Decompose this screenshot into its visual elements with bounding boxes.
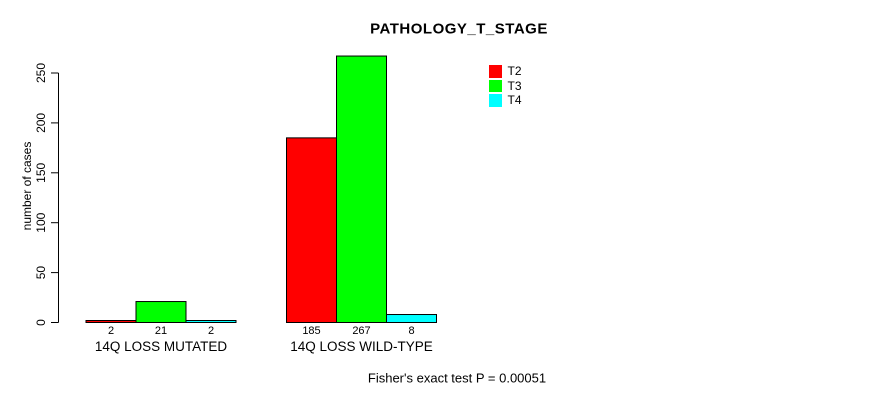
y-tick-label: 0 bbox=[34, 319, 48, 326]
legend-item-t3: T3 bbox=[489, 78, 522, 93]
bar-value-label: 8 bbox=[408, 325, 414, 337]
bar-t4-group1 bbox=[185, 320, 237, 323]
y-tick-label: 50 bbox=[34, 266, 48, 280]
y-tick-label: 200 bbox=[34, 113, 48, 133]
bar-t2-group2 bbox=[286, 137, 337, 323]
legend: T2 T3 T4 bbox=[489, 65, 522, 109]
bar-value-label: 185 bbox=[302, 325, 320, 337]
chart-title: PATHOLOGY_T_STAGE bbox=[370, 20, 548, 38]
y-axis-label: number of cases bbox=[20, 141, 34, 231]
category-label: 14Q LOSS WILD-TYPE bbox=[290, 339, 433, 354]
y-tick-label: 250 bbox=[34, 63, 48, 83]
legend-swatch-t4 bbox=[489, 94, 502, 107]
bar-value-label: 21 bbox=[155, 325, 167, 337]
bar-t3-group2 bbox=[336, 55, 387, 324]
bar-t3-group1 bbox=[135, 301, 187, 323]
bar-value-label: 2 bbox=[108, 325, 114, 337]
bar-t4-group2 bbox=[386, 314, 437, 323]
legend-item-t2: T2 bbox=[489, 65, 522, 78]
legend-swatch-t3 bbox=[489, 79, 502, 92]
legend-label: T2 bbox=[507, 64, 522, 78]
category-label: 14Q LOSS MUTATED bbox=[95, 339, 228, 354]
bar-value-label: 267 bbox=[352, 325, 370, 337]
legend-item-t4: T4 bbox=[489, 94, 522, 107]
legend-label: T3 bbox=[507, 78, 522, 93]
legend-label: T4 bbox=[507, 93, 522, 107]
y-tick-label: 100 bbox=[34, 212, 48, 232]
footnote: Fisher's exact test P = 0.00051 bbox=[367, 370, 547, 386]
bar-value-label: 2 bbox=[208, 325, 214, 337]
bar-t2-group1 bbox=[85, 320, 137, 323]
y-tick-label: 150 bbox=[34, 162, 48, 182]
legend-swatch-t2 bbox=[489, 65, 502, 78]
